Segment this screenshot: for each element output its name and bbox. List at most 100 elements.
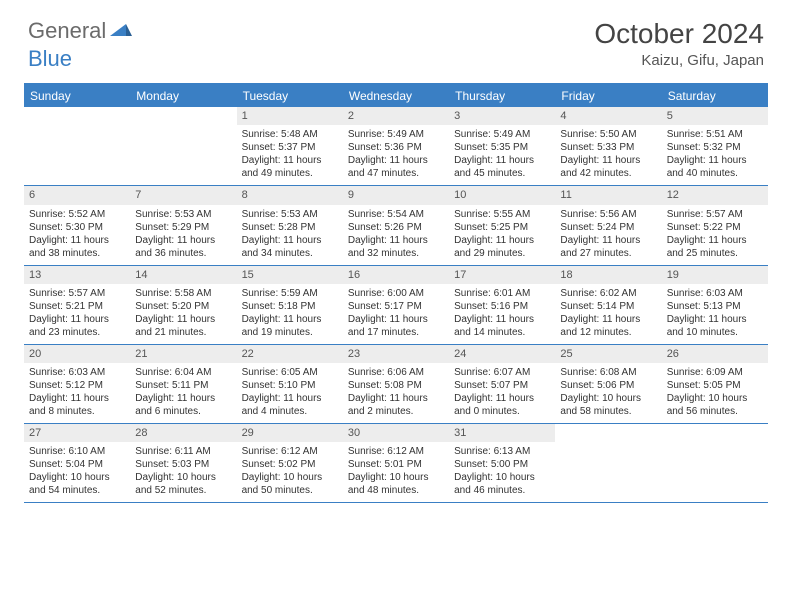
day-header: Thursday: [449, 85, 555, 107]
day-content: Sunrise: 5:55 AMSunset: 5:25 PMDaylight:…: [449, 205, 555, 265]
day-number: 6: [24, 186, 130, 204]
sunset-text: Sunset: 5:05 PM: [667, 379, 763, 392]
sunset-text: Sunset: 5:02 PM: [242, 458, 338, 471]
day-cell: [24, 107, 130, 185]
sunrise-text: Sunrise: 5:57 AM: [29, 287, 125, 300]
day-number: 1: [237, 107, 343, 125]
sunset-text: Sunset: 5:20 PM: [135, 300, 231, 313]
day-cell: 13Sunrise: 5:57 AMSunset: 5:21 PMDayligh…: [24, 266, 130, 344]
day-cell: 6 Sunrise: 5:52 AMSunset: 5:30 PMDaylight…: [24, 186, 130, 264]
day-cell: 8Sunrise: 5:53 AMSunset: 5:28 PMDaylight…: [237, 186, 343, 264]
day-number: 12: [662, 186, 768, 204]
day-content: Sunrise: 6:12 AMSunset: 5:01 PMDaylight:…: [343, 442, 449, 502]
sunrise-text: Sunrise: 5:51 AM: [667, 128, 763, 141]
sunset-text: Sunset: 5:30 PM: [29, 221, 125, 234]
daylight-text: Daylight: 11 hours and 21 minutes.: [135, 313, 231, 339]
sunrise-text: Sunrise: 5:56 AM: [560, 208, 656, 221]
day-number: 2: [343, 107, 449, 125]
day-content: Sunrise: 6:07 AMSunset: 5:07 PMDaylight:…: [449, 363, 555, 423]
sunrise-text: Sunrise: 5:52 AM: [29, 208, 125, 221]
day-number: 14: [130, 266, 236, 284]
day-number: 24: [449, 345, 555, 363]
sunrise-text: Sunrise: 6:01 AM: [454, 287, 550, 300]
sunset-text: Sunset: 5:18 PM: [242, 300, 338, 313]
day-cell: 16Sunrise: 6:00 AMSunset: 5:17 PMDayligh…: [343, 266, 449, 344]
sunrise-text: Sunrise: 5:54 AM: [348, 208, 444, 221]
day-cell: 15Sunrise: 5:59 AMSunset: 5:18 PMDayligh…: [237, 266, 343, 344]
day-number: 21: [130, 345, 236, 363]
sunset-text: Sunset: 5:06 PM: [560, 379, 656, 392]
sunset-text: Sunset: 5:07 PM: [454, 379, 550, 392]
day-cell: 20Sunrise: 6:03 AMSunset: 5:12 PMDayligh…: [24, 345, 130, 423]
day-content: Sunrise: 5:50 AMSunset: 5:33 PMDaylight:…: [555, 125, 661, 185]
daylight-text: Daylight: 11 hours and 32 minutes.: [348, 234, 444, 260]
sunrise-text: Sunrise: 6:13 AM: [454, 445, 550, 458]
day-content: Sunrise: 5:57 AMSunset: 5:21 PMDaylight:…: [24, 284, 130, 344]
day-number: 8: [237, 186, 343, 204]
day-cell: 28Sunrise: 6:11 AMSunset: 5:03 PMDayligh…: [130, 424, 236, 502]
day-number: 9: [343, 186, 449, 204]
daylight-text: Daylight: 11 hours and 4 minutes.: [242, 392, 338, 418]
sunset-text: Sunset: 5:17 PM: [348, 300, 444, 313]
day-content: Sunrise: 6:03 AMSunset: 5:12 PMDaylight:…: [24, 363, 130, 423]
daylight-text: Daylight: 11 hours and 2 minutes.: [348, 392, 444, 418]
daylight-text: Daylight: 10 hours and 52 minutes.: [135, 471, 231, 497]
sunrise-text: Sunrise: 6:06 AM: [348, 366, 444, 379]
day-cell: 1Sunrise: 5:48 AMSunset: 5:37 PMDaylight…: [237, 107, 343, 185]
daylight-text: Daylight: 11 hours and 27 minutes.: [560, 234, 656, 260]
daylight-text: Daylight: 11 hours and 47 minutes.: [348, 154, 444, 180]
calendar: SundayMondayTuesdayWednesdayThursdayFrid…: [24, 83, 768, 503]
day-cell: 24Sunrise: 6:07 AMSunset: 5:07 PMDayligh…: [449, 345, 555, 423]
day-cell: 30Sunrise: 6:12 AMSunset: 5:01 PMDayligh…: [343, 424, 449, 502]
day-header: Saturday: [662, 85, 768, 107]
day-number: 25: [555, 345, 661, 363]
sunrise-text: Sunrise: 5:50 AM: [560, 128, 656, 141]
day-content: Sunrise: 6:09 AMSunset: 5:05 PMDaylight:…: [662, 363, 768, 423]
day-cell: [130, 107, 236, 185]
day-content: Sunrise: 6:08 AMSunset: 5:06 PMDaylight:…: [555, 363, 661, 423]
day-cell: 31Sunrise: 6:13 AMSunset: 5:00 PMDayligh…: [449, 424, 555, 502]
day-number: 26: [662, 345, 768, 363]
daylight-text: Daylight: 11 hours and 25 minutes.: [667, 234, 763, 260]
sunrise-text: Sunrise: 5:59 AM: [242, 287, 338, 300]
day-number: 30: [343, 424, 449, 442]
day-number: 15: [237, 266, 343, 284]
day-header: Tuesday: [237, 85, 343, 107]
daylight-text: Daylight: 11 hours and 45 minutes.: [454, 154, 550, 180]
sunset-text: Sunset: 5:00 PM: [454, 458, 550, 471]
daylight-text: Daylight: 11 hours and 42 minutes.: [560, 154, 656, 180]
header: General October 2024 Kaizu, Gifu, Japan: [0, 0, 792, 73]
day-number: 20: [24, 345, 130, 363]
day-content: Sunrise: 6:13 AMSunset: 5:00 PMDaylight:…: [449, 442, 555, 502]
daylight-text: Daylight: 11 hours and 14 minutes.: [454, 313, 550, 339]
day-number: 5: [662, 107, 768, 125]
sunrise-text: Sunrise: 6:11 AM: [135, 445, 231, 458]
daylight-text: Daylight: 11 hours and 49 minutes.: [242, 154, 338, 180]
day-cell: 7Sunrise: 5:53 AMSunset: 5:29 PMDaylight…: [130, 186, 236, 264]
daylight-text: Daylight: 10 hours and 56 minutes.: [667, 392, 763, 418]
daylight-text: Daylight: 10 hours and 54 minutes.: [29, 471, 125, 497]
day-number: 18: [555, 266, 661, 284]
day-cell: 5Sunrise: 5:51 AMSunset: 5:32 PMDaylight…: [662, 107, 768, 185]
sunrise-text: Sunrise: 6:04 AM: [135, 366, 231, 379]
sunrise-text: Sunrise: 6:12 AM: [242, 445, 338, 458]
day-number: 10: [449, 186, 555, 204]
sunset-text: Sunset: 5:08 PM: [348, 379, 444, 392]
daylight-text: Daylight: 11 hours and 0 minutes.: [454, 392, 550, 418]
location: Kaizu, Gifu, Japan: [594, 52, 764, 69]
sunrise-text: Sunrise: 6:03 AM: [29, 366, 125, 379]
daylight-text: Daylight: 10 hours and 58 minutes.: [560, 392, 656, 418]
daylight-text: Daylight: 11 hours and 34 minutes.: [242, 234, 338, 260]
day-content: Sunrise: 6:04 AMSunset: 5:11 PMDaylight:…: [130, 363, 236, 423]
sunset-text: Sunset: 5:12 PM: [29, 379, 125, 392]
day-content: Sunrise: 5:49 AMSunset: 5:35 PMDaylight:…: [449, 125, 555, 185]
day-content: Sunrise: 5:51 AMSunset: 5:32 PMDaylight:…: [662, 125, 768, 185]
sunrise-text: Sunrise: 5:53 AM: [242, 208, 338, 221]
daylight-text: Daylight: 11 hours and 38 minutes.: [29, 234, 125, 260]
day-number: 31: [449, 424, 555, 442]
day-number: 27: [24, 424, 130, 442]
day-cell: 14Sunrise: 5:58 AMSunset: 5:20 PMDayligh…: [130, 266, 236, 344]
day-number: 7: [130, 186, 236, 204]
day-header-row: SundayMondayTuesdayWednesdayThursdayFrid…: [24, 85, 768, 107]
day-cell: 23Sunrise: 6:06 AMSunset: 5:08 PMDayligh…: [343, 345, 449, 423]
